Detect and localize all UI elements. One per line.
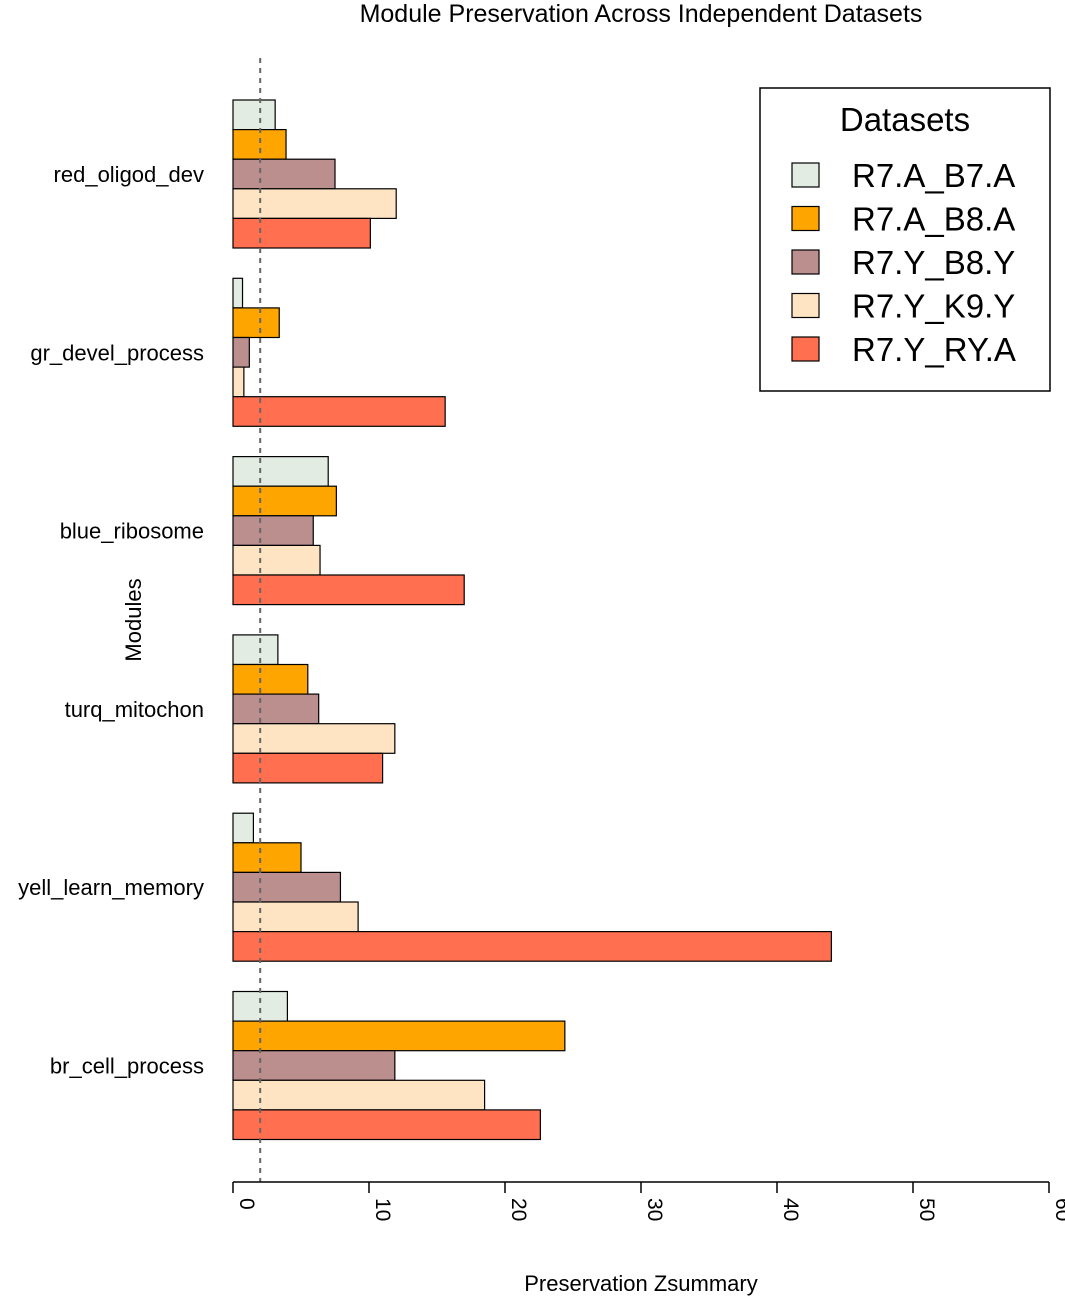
bar [232,574,465,606]
legend-swatch [791,292,820,319]
legend-items: R7.A_B7.A R7.A_B8.A R7.Y_B8.Y R7.Y_K9.Y R7.Y… [791,157,1016,368]
bar [232,901,359,933]
bars [232,99,833,1141]
category-label: turq_mitochon [65,697,204,722]
category-label: blue_ribosome [60,519,204,544]
bar [232,663,309,695]
legend-label: R7.Y_RY.A [852,331,1016,368]
bar [232,1109,541,1141]
bar [232,307,280,339]
legend: Datasets R7.A_B7.A R7.A_B8.A R7.Y_B8.Y R7.Y… [759,87,1051,392]
x-tick-label: 20 [507,1198,530,1221]
bar [232,1020,566,1052]
bar [232,1079,486,1111]
x-tick-label: 30 [643,1198,666,1221]
x-tick-label: 0 [235,1198,258,1210]
bar [232,930,833,962]
bar [232,456,329,487]
bar [232,1050,396,1081]
x-tick-label: 60 [1051,1198,1065,1221]
bar [232,812,254,844]
x-tick-label: 10 [371,1198,394,1221]
bar [232,752,384,784]
bar [232,842,302,873]
bar [232,129,287,160]
legend-swatch [791,336,820,362]
bar [232,485,337,517]
x-axis: 0 10 20 30 40 50 60 [232,1181,1065,1221]
bar [232,396,446,427]
bar [232,871,342,903]
bar [232,336,250,368]
x-tick-label: 50 [915,1198,938,1221]
category-label: gr_devel_process [30,340,204,365]
category-label: br_cell_process [50,1054,204,1079]
legend-label: R7.Y_B8.Y [852,244,1015,281]
legend-swatch [791,249,820,275]
bar [232,990,289,1022]
y-axis-title: Modules [121,578,146,661]
category-label: yell_learn_memory [18,875,204,900]
category-label: red_oligod_dev [54,162,204,187]
x-axis-title: Preservation Zsummary [524,1271,758,1296]
legend-title: Datasets [840,101,970,138]
legend-label: R7.Y_K9.Y [852,288,1015,325]
bar [232,544,321,576]
category-labels: red_oligod_dev gr_devel_process blue_ribos… [18,162,204,1079]
bar [232,188,397,220]
bar [232,217,371,249]
bar [232,277,244,309]
bar [232,693,320,725]
bar [232,158,336,190]
bar [232,366,245,398]
legend-label: R7.A_B7.A [852,157,1015,194]
bar [232,515,314,546]
legend-swatch [791,162,820,188]
legend-swatch [791,205,820,232]
bar [232,99,276,131]
bar [232,723,396,754]
bar [232,634,279,666]
chart-title: Module Preservation Across Independent D… [360,0,923,28]
x-tick-label: 40 [779,1198,802,1221]
legend-label: R7.A_B8.A [852,201,1015,238]
